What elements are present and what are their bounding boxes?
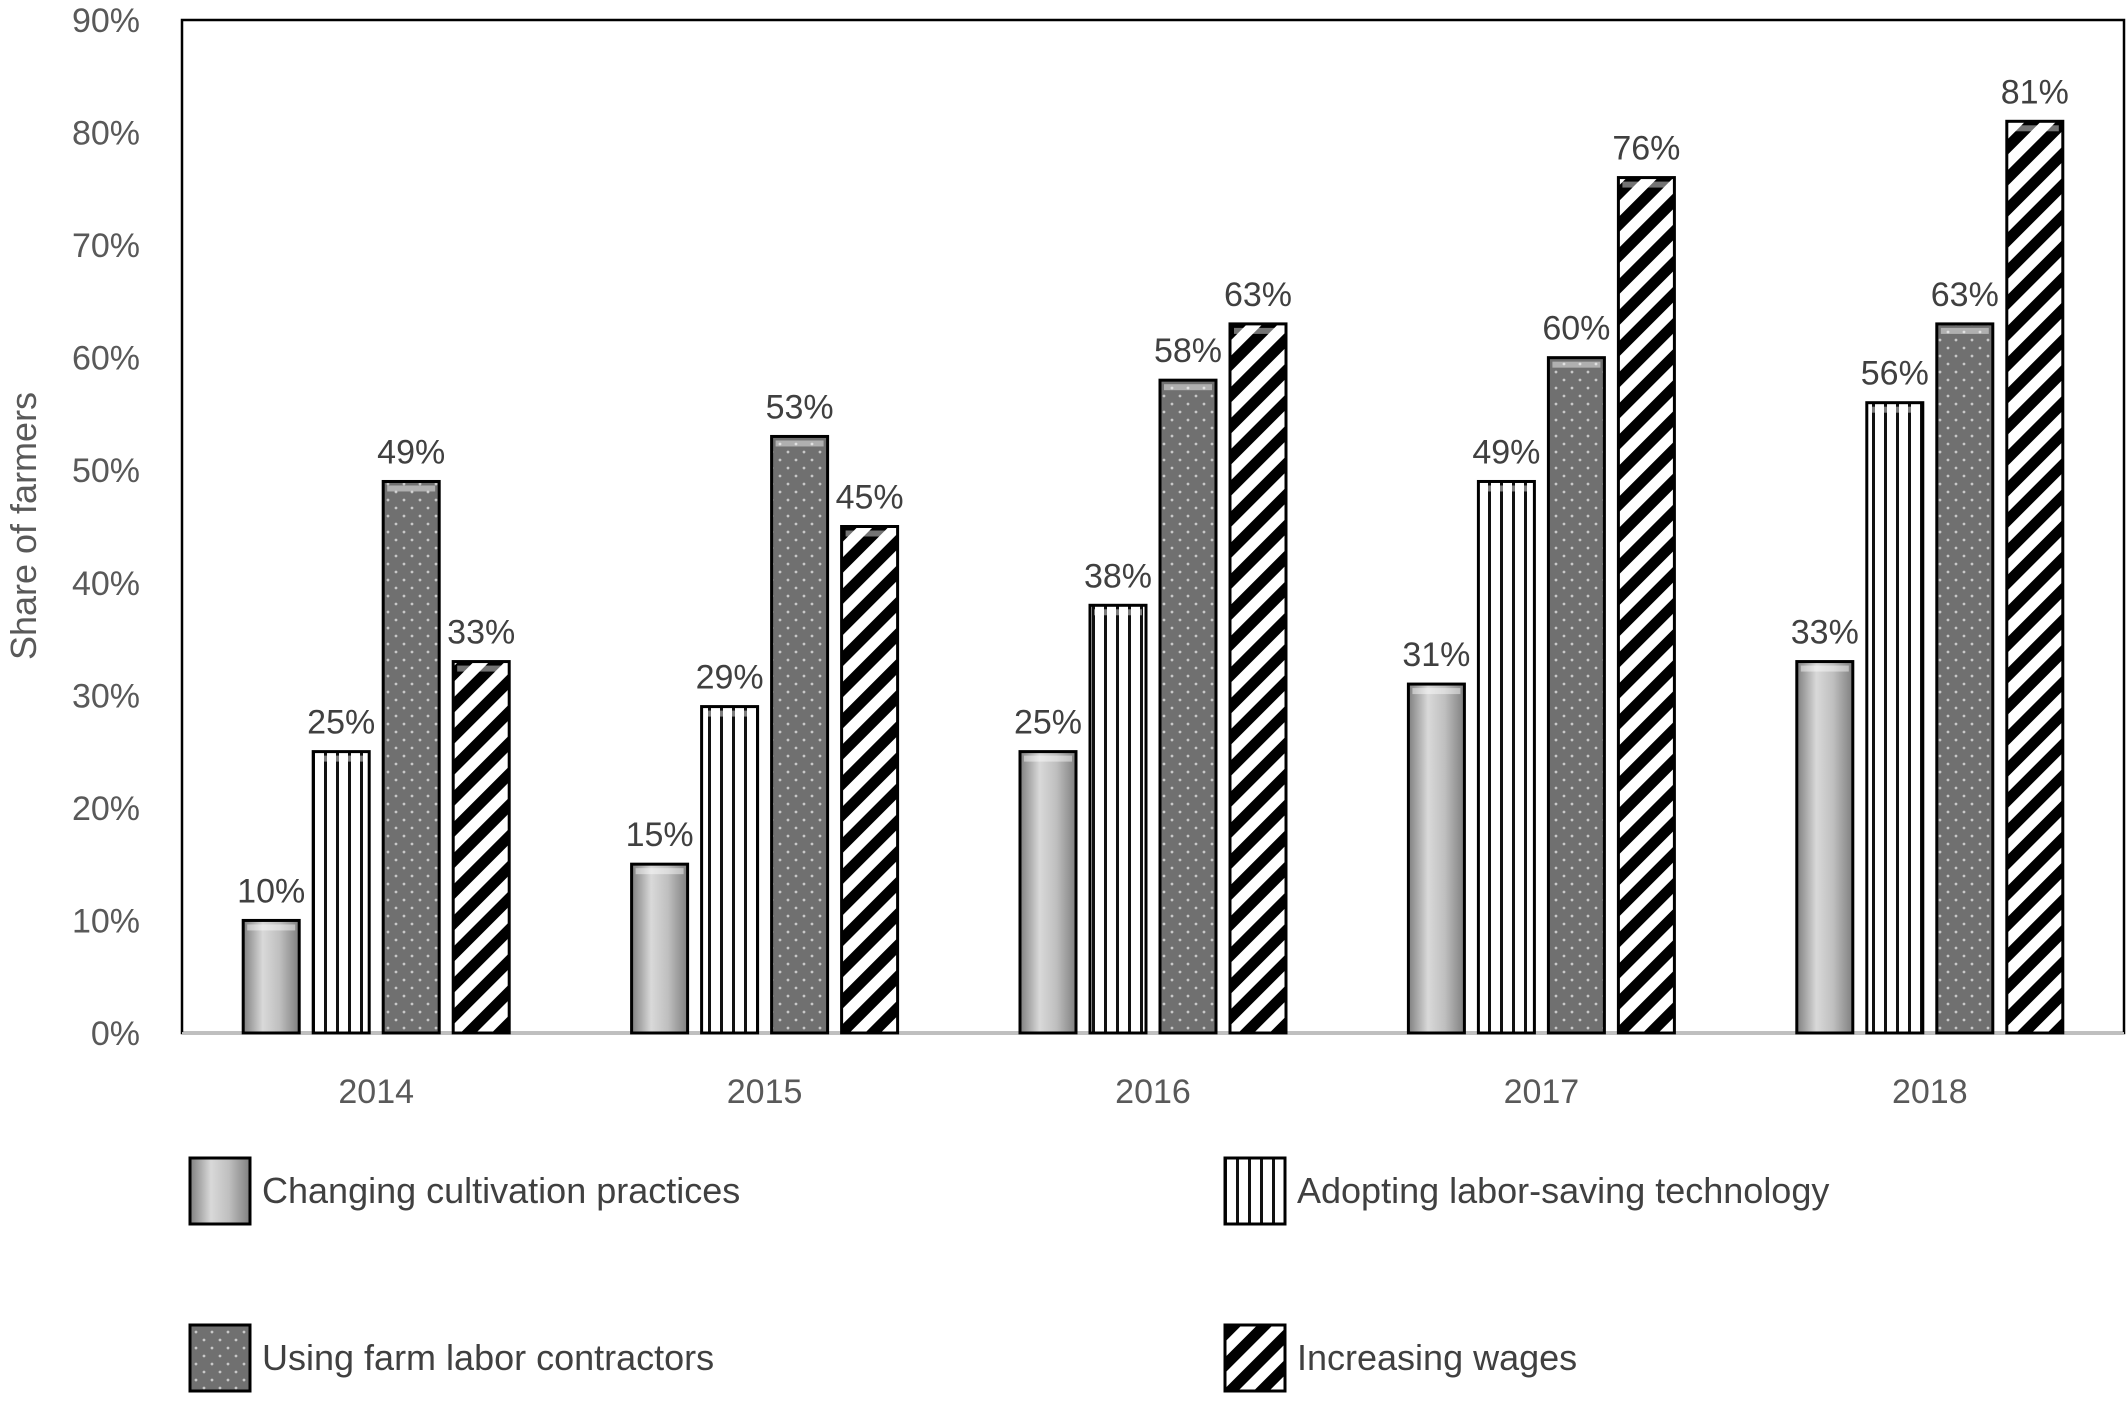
bar-highlight [457,665,506,672]
legend-swatch [1223,1323,1287,1393]
data-label: 25% [1014,704,1082,742]
bar-highlight [635,868,684,875]
bar [630,862,690,1035]
data-labels-group: 10%25%49%33%15%29%53%45%25%38%58%63%31%4… [237,73,2069,910]
data-label: 76% [1612,130,1680,168]
legend-label: Increasing wages [1297,1337,1577,1378]
data-label: 33% [447,614,515,652]
data-label: 81% [2001,73,2069,111]
bar [241,918,301,1035]
legend-label: Changing cultivation practices [262,1170,740,1211]
x-tick-label: 2017 [1504,1073,1580,1111]
bar [1935,322,1995,1035]
y-tick-label: 0% [91,1015,140,1053]
bar-highlight [317,755,366,762]
y-tick-label: 30% [72,677,140,715]
bar-highlight [387,485,436,492]
bar-highlight [775,440,824,447]
bar [451,660,511,1035]
y-tick-label: 50% [72,452,140,490]
bar [1476,479,1536,1035]
legend-label: Using farm labor contractors [262,1337,714,1378]
y-tick-label: 90% [72,2,140,40]
data-label: 63% [1224,276,1292,314]
bar-highlight [247,924,296,931]
data-label: 38% [1084,557,1152,595]
data-label: 49% [1472,433,1540,471]
data-label: 10% [237,872,305,910]
bar-highlight [1622,181,1671,188]
bar [770,434,830,1035]
y-tick-label: 20% [72,790,140,828]
data-label: 58% [1154,332,1222,370]
y-axis-title: Share of farmers [3,392,44,660]
data-label: 49% [377,433,445,471]
y-tick-label: 60% [72,340,140,378]
data-label: 33% [1791,614,1859,652]
legend: Changing cultivation practices Adopting l… [188,1156,1829,1393]
bar [381,479,441,1035]
bar-highlight [1552,361,1601,368]
bar [1865,401,1925,1035]
y-tick-label: 10% [72,902,140,940]
legend-swatch [188,1156,252,1226]
bars-group [241,119,2065,1035]
data-label: 45% [836,479,904,517]
bar [2005,119,2065,1035]
x-tick-label: 2018 [1892,1073,1968,1111]
bar-highlight [2010,125,2059,132]
legend-item: Changing cultivation practices [188,1156,740,1226]
bar-highlight [1800,665,1849,672]
data-label: 29% [696,659,764,697]
bar [1018,750,1078,1035]
bar [1616,176,1676,1035]
bar [1546,356,1606,1035]
bar [840,525,900,1035]
y-tick-label: 40% [72,565,140,603]
bar-highlight [1164,384,1212,391]
y-tick-label: 80% [72,115,140,153]
legend-item: Increasing wages [1223,1323,1577,1393]
data-label: 53% [766,388,834,426]
data-label: 63% [1931,276,1999,314]
bar-highlight [1412,688,1461,695]
x-axis-ticks: 2014 2015 2016 2017 2018 [338,1073,1967,1111]
bar-highlight [705,710,754,717]
bar [1795,660,1855,1035]
bar-highlight [1024,755,1072,762]
bar [1088,603,1148,1035]
bar [311,750,371,1035]
data-label: 31% [1402,636,1470,674]
y-tick-label: 70% [72,227,140,265]
legend-item: Using farm labor contractors [188,1323,714,1393]
bar-highlight [1482,485,1531,492]
bar [1406,682,1466,1035]
legend-swatch [1223,1156,1287,1226]
bar-highlight [1870,406,1919,413]
bar [700,705,760,1035]
bar [1228,322,1288,1035]
data-label: 60% [1542,310,1610,348]
legend-label: Adopting labor-saving technology [1297,1170,1829,1211]
bar [1158,378,1218,1035]
data-label: 25% [307,704,375,742]
legend-item: Adopting labor-saving technology [1223,1156,1829,1226]
bar-highlight [1940,327,1989,334]
x-tick-label: 2014 [338,1073,414,1111]
y-axis-ticks: 0% 10% 20% 30% 40% 50% 60% 70% 80% 90% [72,2,140,1053]
bar-highlight [1094,609,1142,616]
x-tick-label: 2016 [1115,1073,1191,1111]
bar-highlight [845,530,894,537]
data-label: 15% [626,816,694,854]
bar-highlight [1234,327,1282,334]
data-label: 56% [1861,355,1929,393]
x-tick-label: 2015 [727,1073,803,1111]
legend-swatch [188,1323,252,1393]
